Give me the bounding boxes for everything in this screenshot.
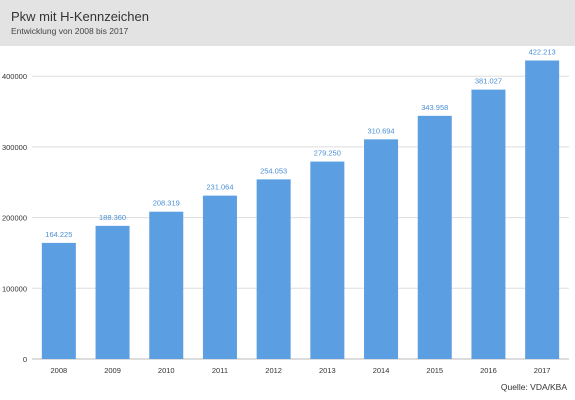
x-tick-label: 2015 bbox=[426, 366, 443, 375]
bar bbox=[471, 89, 506, 359]
data-labels: 164.225 188.360 208.319 231.064 254.053 279.2… bbox=[45, 48, 555, 239]
y-tick-label: 400000 bbox=[2, 72, 27, 81]
x-tick-label: 2017 bbox=[534, 366, 551, 375]
bar bbox=[364, 139, 399, 359]
y-axis: 0 100000 200000 300000 400000 bbox=[2, 72, 27, 364]
data-label: 164.225 bbox=[45, 230, 72, 239]
x-tick-label: 2012 bbox=[265, 366, 282, 375]
x-axis: 2008 2009 2010 2011 2012 2013 2014 2015 2016 2017 bbox=[51, 366, 551, 375]
y-tick-label: 100000 bbox=[2, 284, 27, 293]
y-tick-label: 200000 bbox=[2, 214, 27, 223]
bar bbox=[41, 242, 76, 359]
bar bbox=[310, 161, 345, 359]
x-tick-label: 2013 bbox=[319, 366, 336, 375]
data-label: 254.053 bbox=[260, 166, 287, 175]
data-label: 279.250 bbox=[314, 149, 341, 158]
chart-subtitle: Entwicklung von 2008 bis 2017 bbox=[11, 26, 129, 36]
data-label: 310.694 bbox=[367, 126, 394, 135]
x-tick-label: 2009 bbox=[104, 366, 121, 375]
x-tick-label: 2008 bbox=[51, 366, 68, 375]
data-label: 343.958 bbox=[421, 103, 448, 112]
x-tick-label: 2010 bbox=[158, 366, 175, 375]
data-label: 231.064 bbox=[206, 183, 233, 192]
bar bbox=[417, 115, 452, 359]
x-tick-label: 2014 bbox=[373, 366, 390, 375]
bar bbox=[149, 211, 184, 359]
data-label: 422.213 bbox=[529, 48, 556, 57]
source-note: Quelle: VDA/KBA bbox=[500, 382, 567, 392]
data-label: 381.027 bbox=[475, 77, 502, 86]
header-bar: Pkw mit H-Kennzeichen Entwicklung von 20… bbox=[0, 0, 575, 46]
bar bbox=[95, 225, 130, 359]
bars bbox=[41, 60, 560, 360]
data-label: 208.319 bbox=[153, 199, 180, 208]
bar bbox=[525, 60, 560, 360]
chart-title: Pkw mit H-Kennzeichen bbox=[11, 9, 149, 24]
y-tick-label: 300000 bbox=[2, 143, 27, 152]
bar bbox=[256, 179, 291, 359]
bar bbox=[202, 195, 237, 359]
y-tick-label: 0 bbox=[23, 355, 27, 364]
x-tick-label: 2016 bbox=[480, 366, 497, 375]
x-tick-label: 2011 bbox=[212, 366, 228, 375]
data-label: 188.360 bbox=[99, 213, 126, 222]
